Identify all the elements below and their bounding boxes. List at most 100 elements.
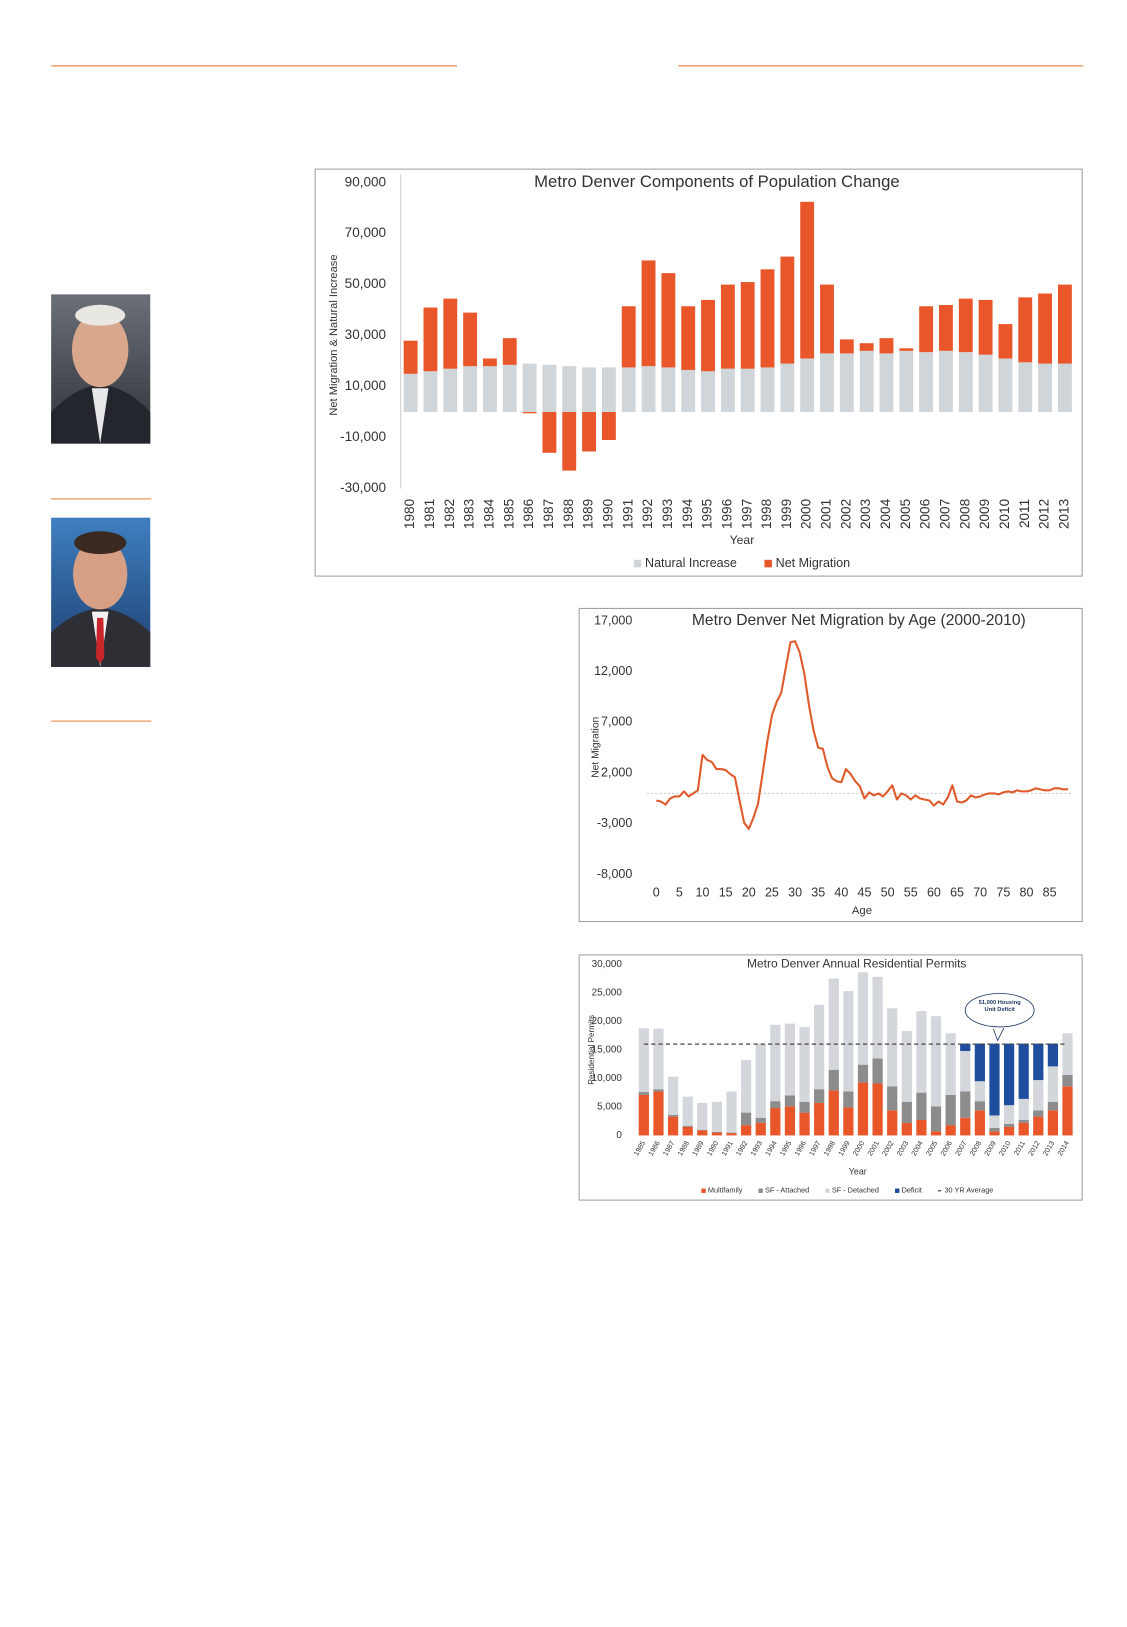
bar-segment [582, 367, 597, 413]
y-tick-label: 2,000 [601, 765, 632, 779]
bar-segment [974, 1110, 985, 1136]
y-tick-label: -8,000 [597, 867, 633, 881]
x-tick-label: 2009 [977, 499, 992, 529]
bar-segment [770, 1024, 781, 1102]
y-tick-label: 30,000 [345, 327, 386, 342]
bar-segment [820, 353, 834, 413]
bar-segment [901, 1122, 912, 1136]
bar-segment [974, 1081, 985, 1102]
bar-segment [814, 1089, 825, 1103]
bar-segment [945, 1094, 956, 1126]
x-tick-label: 2008 [957, 499, 972, 529]
bar-segment [899, 348, 914, 351]
bar-segment [958, 352, 973, 413]
x-tick-label: 45 [858, 886, 872, 900]
legend-label: 30 YR Average [945, 1186, 994, 1195]
bar-segment [784, 1023, 796, 1096]
bar-segment [945, 1125, 956, 1136]
annotation-box: 51,000 Housing Unit Deficit [979, 1000, 1021, 1013]
chart-title: Metro Denver Net Migration by Age (2000-… [692, 612, 1026, 629]
bar-segment [1003, 1124, 1015, 1127]
bar-segment [701, 371, 715, 413]
bar-segment [828, 1090, 839, 1136]
y-tick-label: 20,000 [592, 1016, 623, 1027]
y-tick-label: 70,000 [345, 225, 386, 240]
bar-segment [641, 366, 656, 413]
bar-segment [701, 299, 715, 372]
portrait [51, 294, 151, 444]
x-tick-label: 1996 [719, 499, 734, 529]
chart-frame [578, 607, 1083, 923]
bar-segment [799, 1101, 810, 1113]
bar-segment [1018, 1043, 1029, 1099]
bar-segment [843, 1107, 854, 1136]
x-tick-label: 1980 [402, 499, 417, 529]
bar-segment [667, 1076, 679, 1115]
x-tick-label: 70 [973, 886, 987, 900]
bar-segment [403, 340, 418, 374]
bar-segment [1018, 1122, 1029, 1136]
bar-segment [799, 1112, 810, 1136]
y-tick-label: 7,000 [601, 715, 632, 729]
x-tick-label: 1995 [700, 499, 715, 529]
x-tick-label: 80 [1019, 886, 1033, 900]
bar-segment [582, 412, 597, 452]
bar-segment [930, 1016, 942, 1107]
bar-segment [780, 363, 795, 413]
bar-segment [989, 1115, 1000, 1129]
y-tick-label: -3,000 [597, 816, 633, 830]
y-tick-label: 50,000 [345, 276, 386, 291]
bar-segment [989, 1128, 1000, 1132]
bar-segment [1018, 362, 1033, 413]
bar-segment [443, 368, 458, 413]
legend-marker [758, 1188, 763, 1193]
bar-segment [542, 412, 557, 453]
legend-label: Multifamily [708, 1186, 743, 1195]
x-tick-label: 2003 [858, 499, 873, 529]
x-tick-label: 0 [653, 886, 660, 900]
bar-segment [857, 972, 869, 1065]
bar-segment [814, 1004, 825, 1090]
bar-segment [828, 978, 839, 1070]
bar-segment [522, 412, 537, 414]
x-tick-label: 60 [927, 886, 941, 900]
bar-segment [661, 273, 676, 368]
bar-segment [621, 367, 636, 413]
bar-segment [681, 369, 696, 413]
bar-segment [697, 1102, 708, 1130]
bar-segment [1033, 1080, 1044, 1111]
portrait [51, 517, 151, 667]
bar-segment [711, 1132, 723, 1133]
bar-segment [820, 284, 834, 354]
x-tick-label: 1988 [561, 499, 576, 529]
bar-segment [839, 353, 854, 413]
bar-segment [601, 412, 616, 441]
bar-segment [828, 1069, 839, 1091]
bar-segment [741, 1125, 752, 1136]
bar-segment [958, 298, 973, 353]
bar-segment [697, 1129, 708, 1131]
y-axis-label: Net Migration [591, 716, 602, 777]
bar-segment [857, 1082, 869, 1136]
bar-segment [1033, 1043, 1044, 1081]
x-tick-label: 1982 [442, 499, 457, 529]
bar-segment [872, 1058, 883, 1084]
bar-segment [887, 1086, 898, 1111]
y-tick-label: 17,000 [594, 613, 632, 627]
bar-segment [839, 339, 854, 354]
bar-segment [638, 1028, 649, 1093]
bar-segment [1062, 1033, 1073, 1075]
bar-segment [542, 364, 557, 413]
bar-segment [843, 991, 854, 1092]
x-axis-label: Year [730, 533, 755, 547]
bar-segment [800, 201, 815, 359]
bar-segment [799, 1027, 810, 1102]
bar-segment [641, 260, 656, 367]
x-tick-label: 1993 [660, 499, 675, 529]
x-tick-label: 25 [765, 886, 779, 900]
x-tick-label: 40 [834, 886, 848, 900]
bar-segment [720, 368, 735, 413]
bar-segment [1018, 1120, 1029, 1123]
bar-segment [974, 1043, 985, 1082]
